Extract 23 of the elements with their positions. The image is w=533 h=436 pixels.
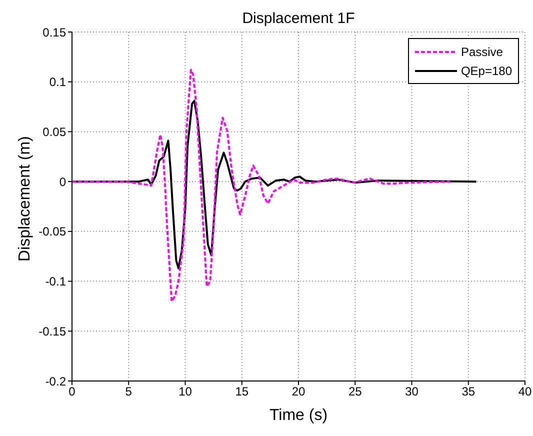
x-tick-label: 30 — [405, 384, 419, 399]
y-tick-label: 0.1 — [49, 75, 66, 90]
x-tick-label: 40 — [518, 384, 532, 399]
y-tick-label: 0.15 — [42, 25, 66, 40]
y-tick-label: -0.2 — [45, 374, 66, 388]
x-axis-title: Time (s) — [269, 407, 328, 424]
x-tick-label: 0 — [68, 384, 76, 399]
x-tick-label: 5 — [125, 384, 132, 399]
legend-label: Passive — [460, 44, 503, 58]
x-tick-label: 20 — [292, 384, 306, 399]
y-tick-label: -0.1 — [45, 274, 66, 289]
legend-label: QEp=180 — [460, 64, 512, 78]
y-tick-label: 0.05 — [42, 124, 66, 139]
y-tick-label: 0 — [59, 174, 66, 189]
y-tick-label: -0.15 — [38, 324, 66, 338]
line-series — [72, 68, 452, 302]
y-axis-title: Displacement (m) — [16, 136, 34, 262]
x-tick-label: 10 — [178, 384, 192, 399]
x-tick-label: 35 — [462, 384, 476, 399]
chart-title: Displacement 1F — [241, 10, 356, 27]
y-tick-label: -0.05 — [38, 224, 66, 239]
x-tick-label: 25 — [348, 384, 362, 399]
x-tick-label: 15 — [235, 384, 249, 399]
